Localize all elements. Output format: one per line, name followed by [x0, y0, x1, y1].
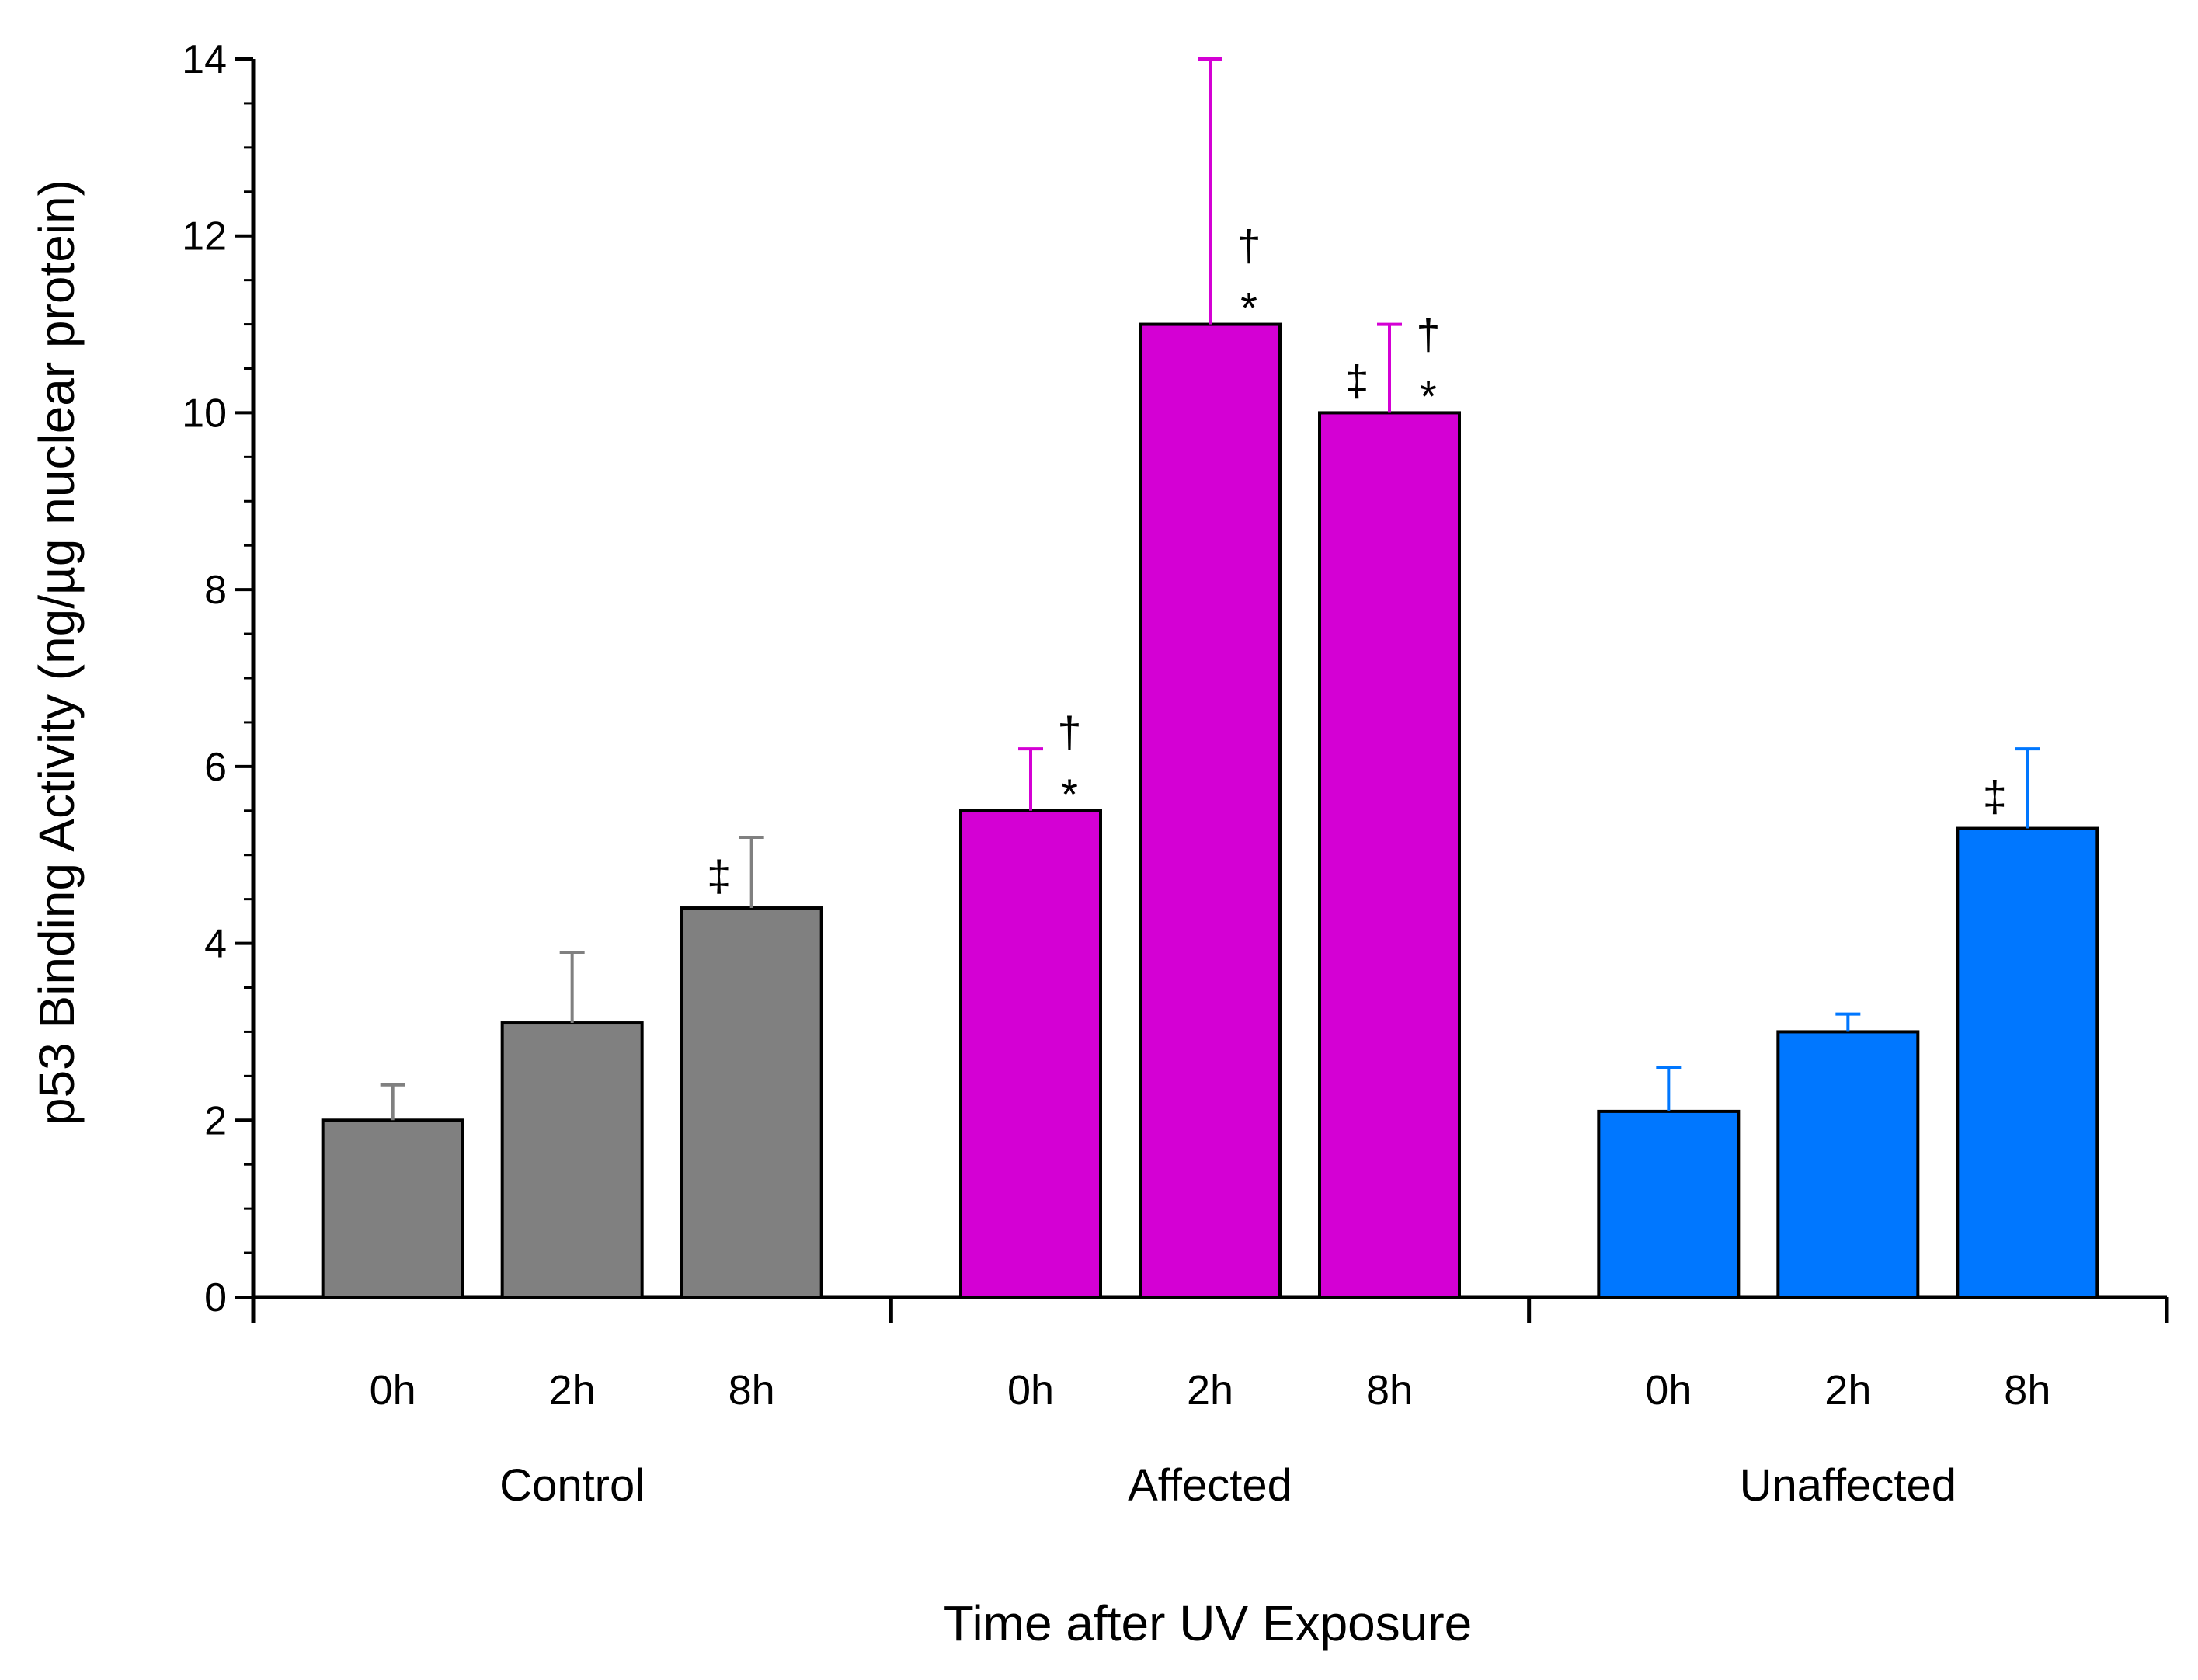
- x-axis: [251, 1295, 2169, 1323]
- bars-layer: [321, 57, 2099, 1299]
- y-tick-label: 0: [204, 1275, 227, 1320]
- bar-unaffected-0h: [1597, 1109, 1741, 1299]
- x-group-label: Control: [499, 1460, 645, 1511]
- bar-affected-8h: [1318, 411, 1461, 1299]
- y-tick-label: 10: [182, 391, 227, 436]
- bar-control-2h: [500, 1021, 644, 1299]
- annotation-asterisk: *: [1420, 371, 1437, 420]
- y-tick-label: 14: [182, 37, 227, 82]
- x-category-label: 0h: [370, 1367, 416, 1414]
- bar-affected-0h: [959, 809, 1102, 1299]
- y-tick-label: 2: [204, 1098, 227, 1143]
- x-axis-title: Time after UV Exposure: [944, 1595, 1473, 1651]
- x-category-label: 8h: [729, 1367, 775, 1414]
- bar-control-8h: [680, 906, 823, 1299]
- annotation-asterisk: *: [1061, 770, 1078, 819]
- annotation-dagger: †: [1416, 309, 1440, 358]
- annotation-asterisk: *: [1240, 283, 1257, 332]
- bar-control-0h: [321, 1118, 464, 1299]
- annotation-double-dagger: ‡: [1983, 772, 2007, 821]
- x-category-label: 0h: [1007, 1367, 1054, 1414]
- y-tick-label: 8: [204, 568, 227, 613]
- bar-unaffected-8h: [1956, 826, 2099, 1299]
- y-axis: 0 2 4 6 8 10 12 14: [182, 37, 256, 1320]
- x-category-label: 2h: [549, 1367, 596, 1414]
- annotation-double-dagger: ‡: [707, 851, 731, 900]
- x-group-label: Affected: [1128, 1460, 1292, 1511]
- x-category-label: 0h: [1645, 1367, 1692, 1414]
- x-category-label: 2h: [1187, 1367, 1233, 1414]
- bar-unaffected-2h: [1776, 1030, 1920, 1299]
- y-tick-label: 12: [182, 214, 227, 259]
- y-tick-label: 4: [204, 922, 227, 967]
- x-category-label: 2h: [1824, 1367, 1871, 1414]
- y-axis-title: p53 Binding Activity (ng/µg nuclear prot…: [29, 179, 85, 1125]
- x-category-label: 8h: [1366, 1367, 1413, 1414]
- annotation-dagger: †: [1236, 221, 1261, 270]
- annotation-double-dagger: ‡: [1344, 356, 1369, 405]
- bar-affected-2h: [1139, 322, 1282, 1299]
- annotation-dagger: †: [1057, 708, 1081, 757]
- labels-layer: 0h 2h 8h ‡ Control 0h † * 2h † * 8h ‡ † * Affected 0h 2h 8…: [370, 221, 2051, 1511]
- x-category-label: 8h: [2004, 1367, 2050, 1414]
- y-tick-label: 6: [204, 745, 227, 790]
- x-group-label: Unaffected: [1740, 1460, 1956, 1511]
